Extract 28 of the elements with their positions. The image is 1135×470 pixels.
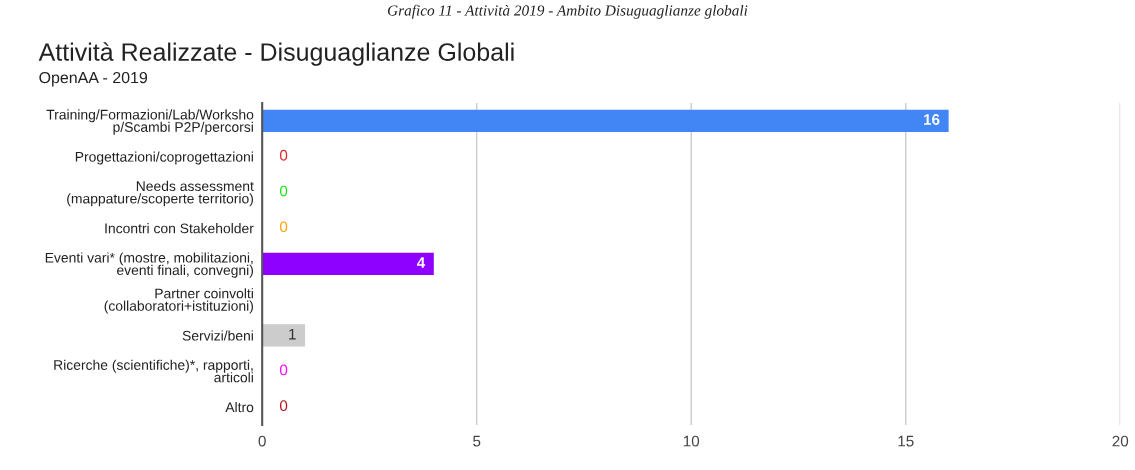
y-tick-label: Training/Formazioni/Lab/Worksho p/Scambi P2P/percorsi <box>46 109 254 135</box>
data-label: 4 <box>416 257 426 268</box>
y-tick-label: Eventi vari* (mostre, mobilitazioni, eventi finali, convegni) <box>45 252 253 278</box>
y-tick-label: Needs assessment (mappature/scoperte territorio) <box>67 180 254 207</box>
x-tick-label: 5 <box>473 435 481 447</box>
data-label: 1 <box>289 328 296 340</box>
bar <box>262 252 434 275</box>
bar <box>262 324 306 347</box>
data-label: 0 <box>279 185 288 197</box>
bar <box>262 109 949 132</box>
x-tick-label: 20 <box>1112 435 1129 447</box>
y-tick-label: Ricerche (scientifiche)*, rapporti, articoli <box>54 359 253 383</box>
y-tick-label: Progettazioni/coprogettazioni <box>75 151 253 165</box>
text: OpenAA - 2019 <box>39 71 148 87</box>
text: Grafico 11 - Attività 2019 - Ambito Disuguaglianze globali <box>387 4 748 19</box>
data-label: 0 <box>279 221 288 233</box>
y-tick-label: Partner coinvolti (collaboratori+istituzioni) <box>104 288 253 314</box>
data-label: 0 <box>279 400 288 412</box>
x-tick-label: 0 <box>258 435 266 447</box>
x-tick-label: 15 <box>898 435 914 447</box>
data-label: 0 <box>279 149 288 161</box>
x-tick-label: 10 <box>683 435 700 447</box>
y-tick-label: Servizi/beni <box>182 330 253 341</box>
data-label: 0 <box>279 364 288 376</box>
y-tick-label: Altro <box>225 401 254 413</box>
chart-title: Attività Realizzate - Disuguaglianze Globali <box>38 42 514 66</box>
y-tick-label: Incontri con Stakeholder <box>105 223 254 234</box>
data-label: 16 <box>924 114 940 125</box>
